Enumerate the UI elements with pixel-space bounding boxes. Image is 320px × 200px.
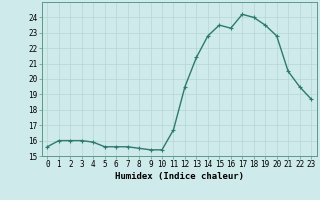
X-axis label: Humidex (Indice chaleur): Humidex (Indice chaleur) <box>115 172 244 181</box>
